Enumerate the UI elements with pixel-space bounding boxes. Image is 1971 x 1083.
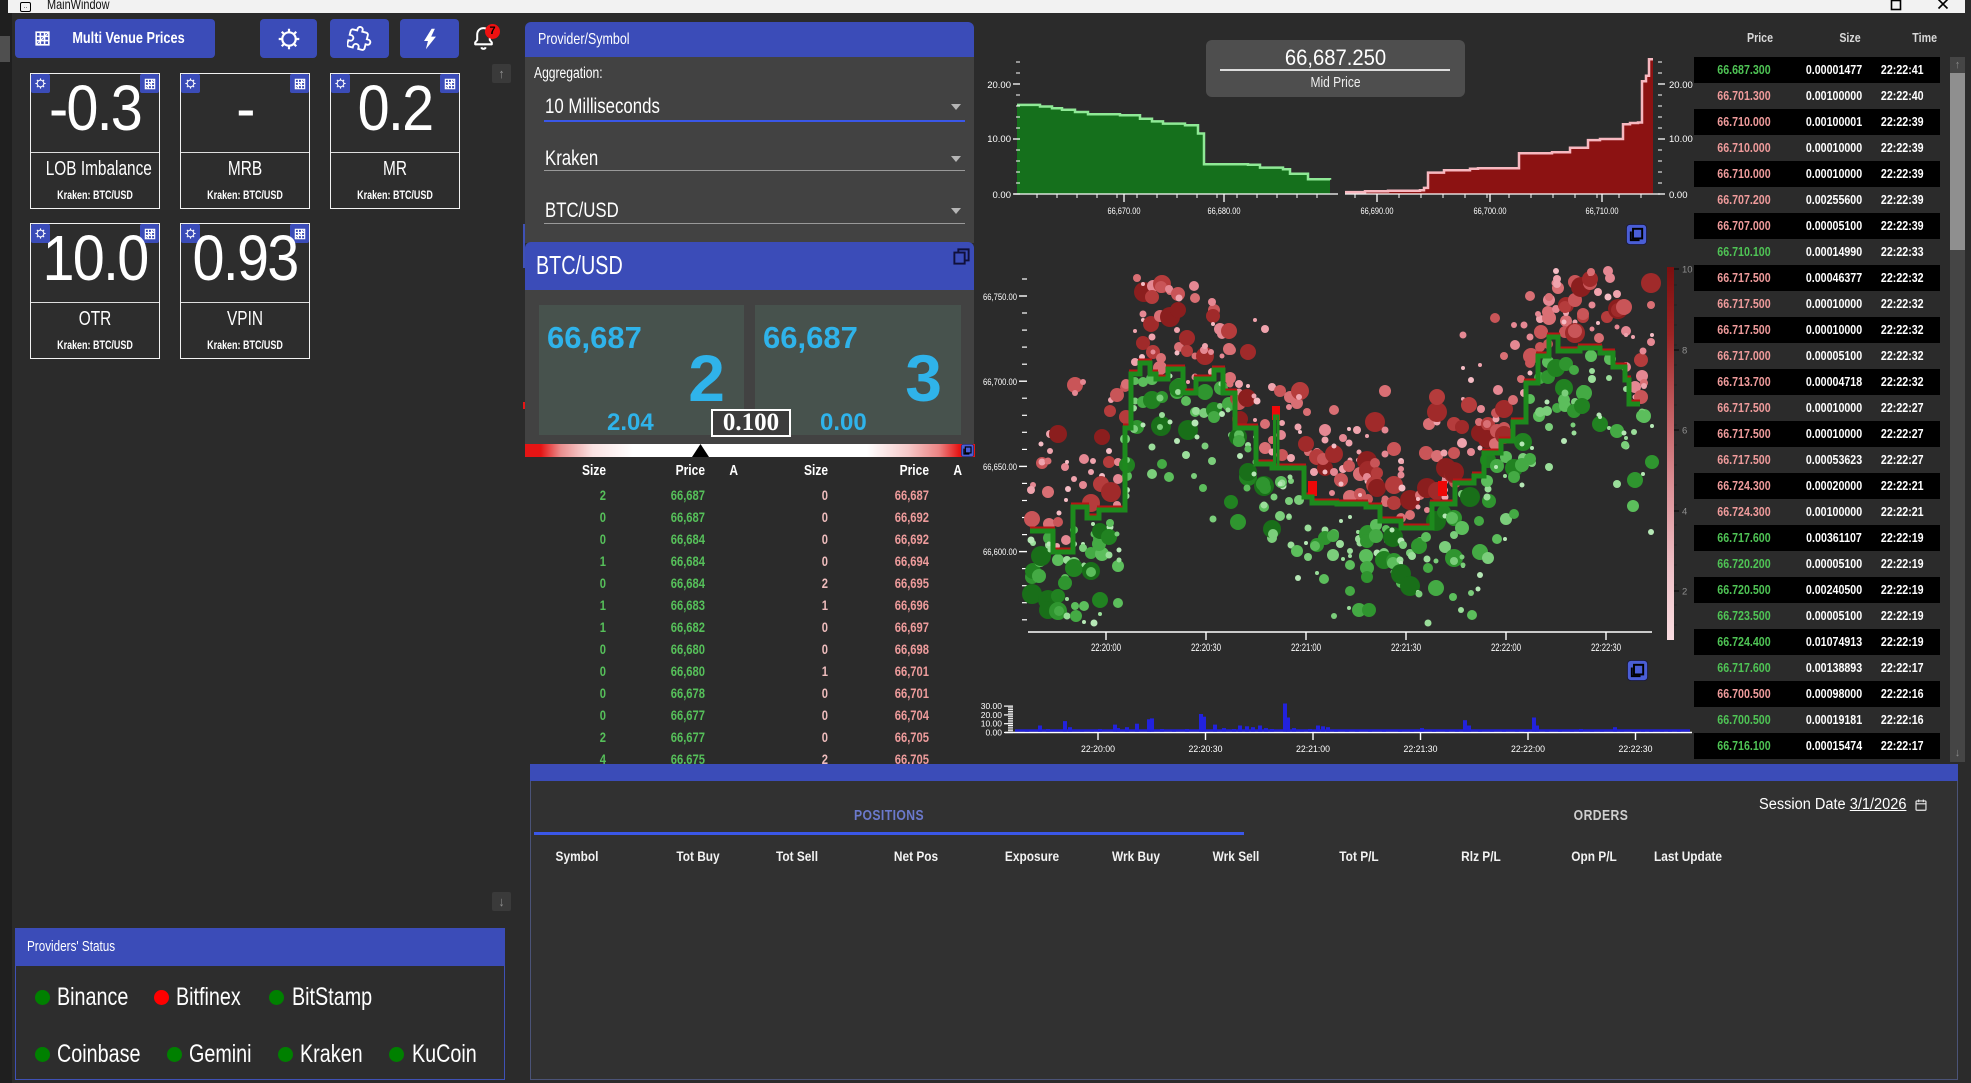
svg-text:22:20:30: 22:20:30 <box>1189 744 1223 755</box>
svg-text:10: 10 <box>1682 265 1693 276</box>
svg-text:66,650.00: 66,650.00 <box>983 462 1017 473</box>
svg-text:20.00: 20.00 <box>987 80 1011 91</box>
svg-text:22:22:30: 22:22:30 <box>1591 642 1621 654</box>
svg-text:6: 6 <box>1682 426 1687 437</box>
svg-text:66,750.00: 66,750.00 <box>983 292 1017 303</box>
svg-text:66,700.00: 66,700.00 <box>983 377 1017 388</box>
svg-text:4: 4 <box>1682 507 1687 518</box>
svg-text:0.00: 0.00 <box>1669 190 1688 201</box>
svg-text:66,700.00: 66,700.00 <box>1474 206 1507 216</box>
svg-text:0.00: 0.00 <box>985 728 1002 738</box>
svg-text:22:21:00: 22:21:00 <box>1291 642 1321 654</box>
svg-text:10.00: 10.00 <box>981 719 1003 729</box>
svg-text:20.00: 20.00 <box>1669 80 1693 91</box>
svg-text:22:21:30: 22:21:30 <box>1391 642 1421 654</box>
svg-text:8: 8 <box>1682 346 1687 357</box>
svg-text:22:20:00: 22:20:00 <box>1091 642 1121 654</box>
svg-text:20.00: 20.00 <box>981 710 1003 720</box>
svg-text:66,680.00: 66,680.00 <box>1208 206 1241 216</box>
svg-text:22:22:00: 22:22:00 <box>1511 744 1545 755</box>
svg-text:10.00: 10.00 <box>1669 134 1693 145</box>
svg-text:2: 2 <box>1682 587 1687 598</box>
svg-text:22:20:00: 22:20:00 <box>1081 744 1115 755</box>
svg-text:66,670.00: 66,670.00 <box>1108 206 1141 216</box>
svg-text:66,690.00: 66,690.00 <box>1361 206 1394 216</box>
svg-text:22:21:00: 22:21:00 <box>1296 744 1330 755</box>
svg-text:66,600.00: 66,600.00 <box>983 547 1017 558</box>
svg-text:10.00: 10.00 <box>987 134 1011 145</box>
svg-text:22:20:30: 22:20:30 <box>1191 642 1221 654</box>
svg-text:22:22:30: 22:22:30 <box>1619 744 1653 755</box>
svg-text:66,710.00: 66,710.00 <box>1586 206 1619 216</box>
svg-text:22:21:30: 22:21:30 <box>1404 744 1438 755</box>
svg-text:30.00: 30.00 <box>981 701 1003 711</box>
svg-text:22:22:00: 22:22:00 <box>1491 642 1521 654</box>
svg-text:0.00: 0.00 <box>993 190 1012 201</box>
